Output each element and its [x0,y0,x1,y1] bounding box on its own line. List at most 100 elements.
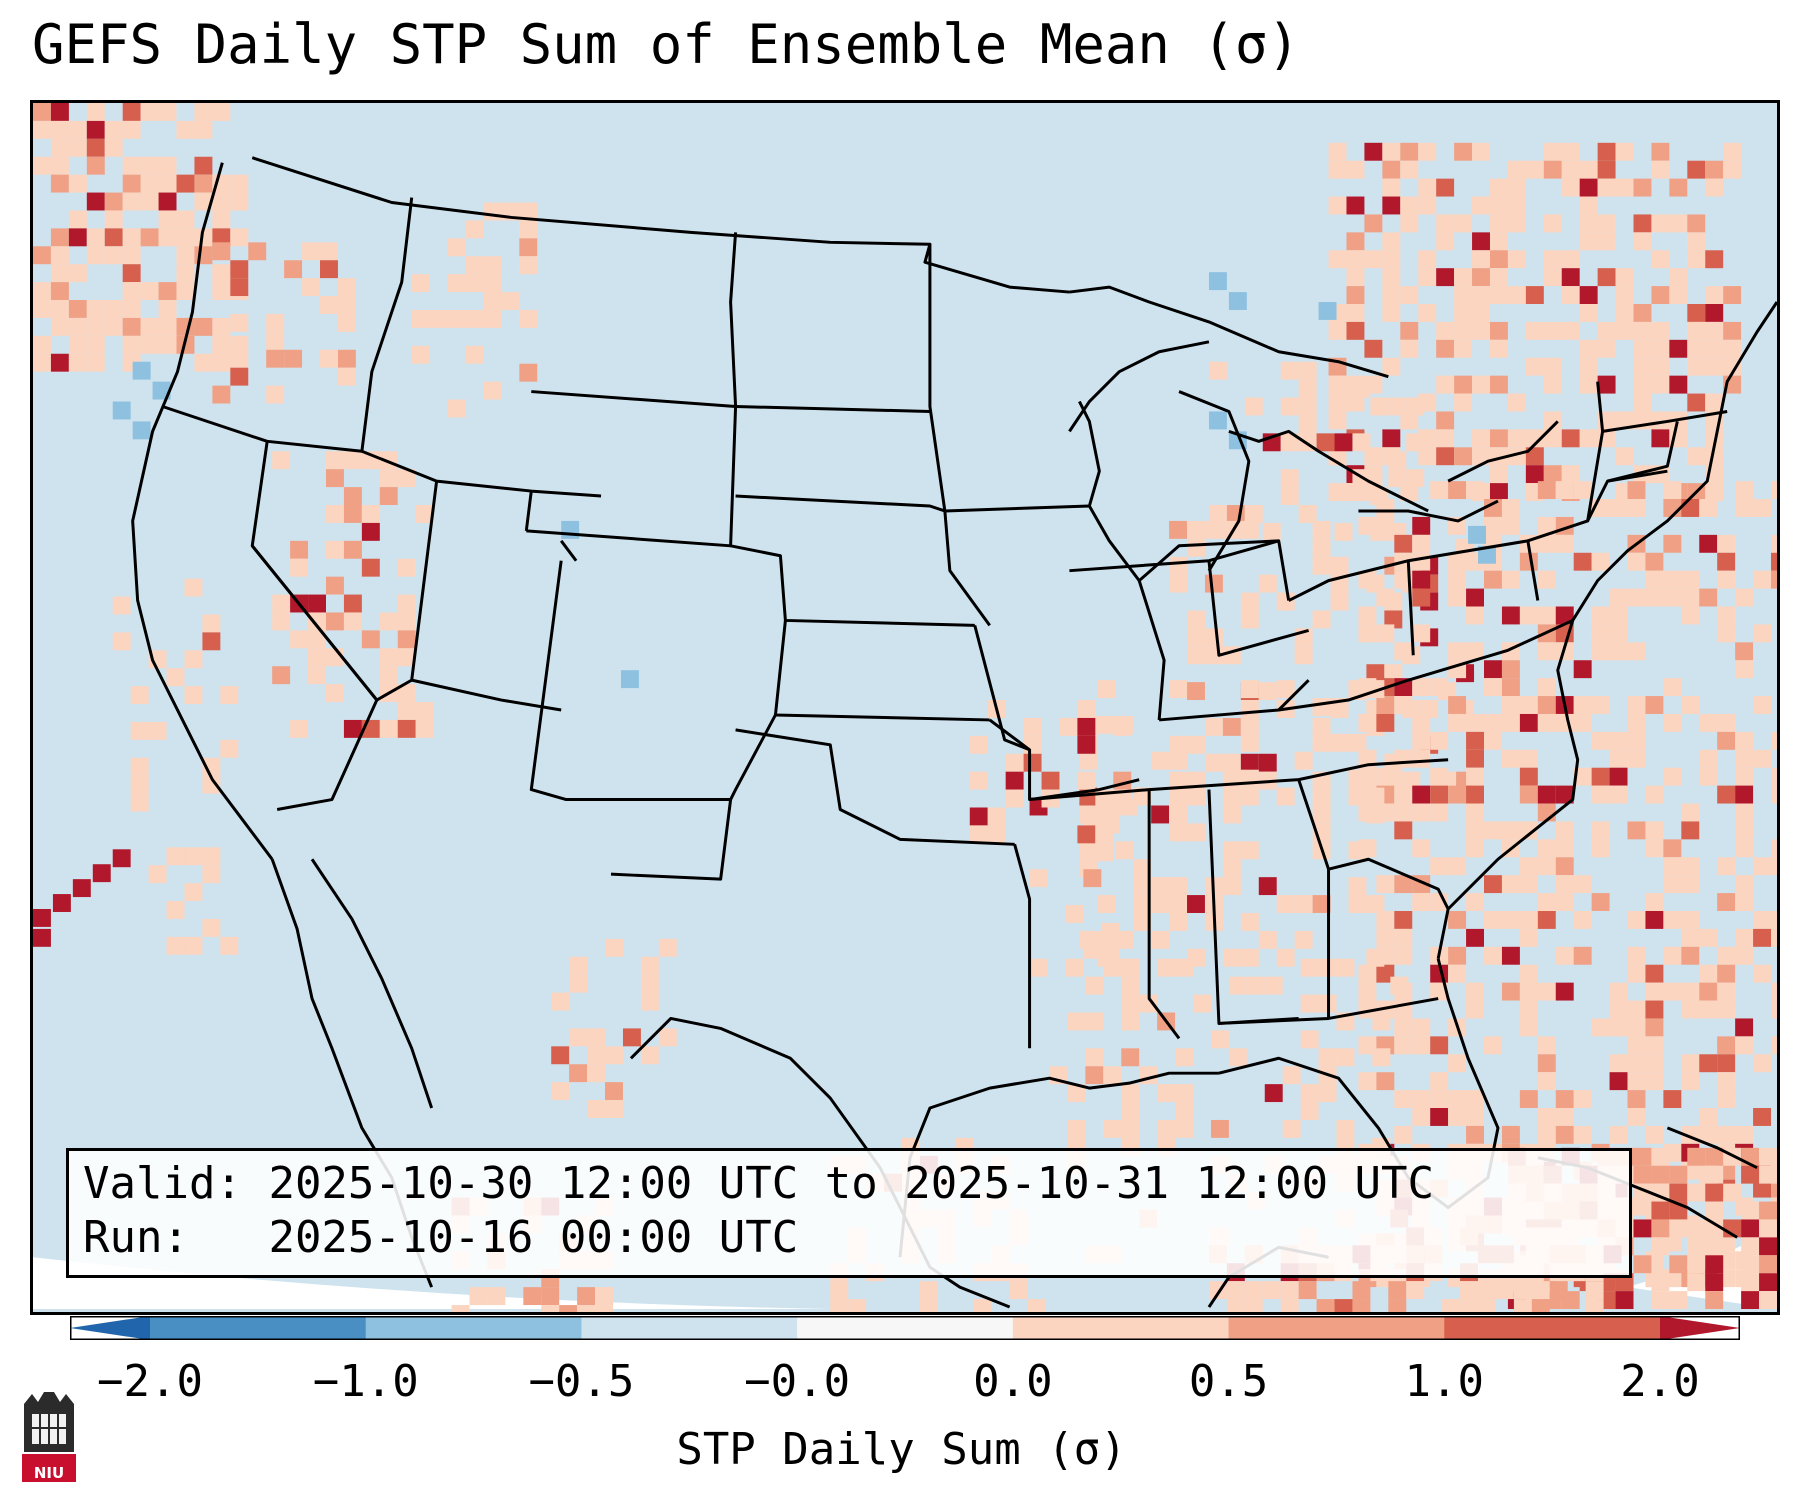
anomaly-cell [1609,767,1628,786]
anomaly-cell [1651,1291,1670,1310]
anomaly-cell [1394,1090,1413,1109]
anomaly-cell [1537,516,1556,535]
anomaly-cell [1663,588,1682,607]
anomaly-cell [1400,286,1419,305]
anomaly-cell [1400,321,1419,340]
anomaly-cell [1759,1273,1777,1292]
anomaly-cell [1645,696,1664,714]
anomaly-cell [1573,481,1592,500]
anomaly-cell [1663,678,1682,697]
anomaly-cell [1300,958,1319,977]
anomaly-cell [1222,877,1241,896]
anomaly-cell [1318,1048,1337,1067]
anomaly-cell [1336,1119,1355,1138]
anomaly-cell [1376,696,1395,714]
anomaly-cell [1352,1281,1371,1300]
anomaly-cell [1699,1125,1718,1144]
anomaly-cell [379,648,398,667]
anomaly-cell [1759,1165,1777,1184]
anomaly-cell [1352,1299,1371,1312]
anomaly-cell [1412,534,1431,553]
anomaly-cell [1501,749,1520,768]
anomaly-cell [561,520,580,539]
anomaly-cell [1627,1090,1646,1109]
anomaly-cell [104,228,123,247]
anomaly-cell [1555,857,1574,876]
anomaly-cell [577,1287,596,1306]
anomaly-cell [1597,178,1616,197]
anomaly-cell [1663,481,1682,500]
anomaly-cell [1699,767,1718,786]
anomaly-cell [122,246,141,265]
anomaly-cell [1519,1018,1538,1037]
anomaly-cell [1771,982,1777,1001]
anomaly-cell [1717,1125,1736,1144]
anomaly-cell [1633,214,1652,233]
anomaly-cell [1537,606,1556,625]
anomaly-cell [122,192,141,211]
anomaly-cell [1300,1030,1319,1049]
anomaly-cell [122,120,141,139]
anomaly-cell [1627,749,1646,768]
anomaly-cell [1537,1072,1556,1091]
anomaly-cell [1121,994,1140,1013]
anomaly-cell [1244,505,1263,523]
anomaly-cell [1579,232,1598,251]
anomaly-cell [1346,304,1365,322]
anomaly-cell [1681,588,1700,607]
anomaly-cell [1382,196,1401,215]
anomaly-cell [1759,1255,1777,1274]
anomaly-cell [1448,964,1467,983]
anomaly-cell [1615,411,1634,430]
anomaly-cell [1501,713,1520,732]
anomaly-cell [1430,481,1449,500]
anomaly-cell [343,505,362,523]
anomaly-cell [397,630,416,649]
anomaly-cell [1244,1299,1263,1312]
anomaly-cell [176,228,195,247]
anomaly-cell [1346,160,1365,179]
anomaly-cell [1151,895,1170,913]
anomaly-cell [1555,821,1574,840]
anomaly-cell [1633,1255,1652,1274]
anomaly-cell [1489,483,1508,502]
anomaly-cell [1669,1255,1688,1274]
anomaly-cell [1633,375,1652,394]
colorbar-segment [365,1316,582,1340]
anomaly-cell [152,381,171,400]
anomaly-cell [1418,304,1437,322]
anomaly-cell [1645,1054,1664,1073]
anomaly-cell [1430,1072,1449,1091]
anomaly-cell [551,1082,570,1101]
anomaly-cell [969,771,988,790]
anomaly-cell [272,594,291,613]
anomaly-cell [1384,610,1403,629]
anomaly-cell [1005,753,1024,772]
anomaly-cell [1633,393,1652,412]
anomaly-cell [1663,839,1682,858]
anomaly-cell [1687,232,1706,251]
anomaly-cell [1023,735,1042,754]
anomaly-cell [447,309,466,328]
anomaly-cell [1384,664,1403,683]
anomaly-cell [1300,994,1319,1013]
anomaly-cell [1525,429,1544,448]
anomaly-cell [1681,570,1700,589]
anomaly-cell [140,174,159,193]
anomaly-cell [1687,339,1706,358]
anomaly-cell [325,576,344,595]
anomaly-cell [415,505,434,523]
colorbar-tick-label: −2.0 [97,1356,203,1407]
anomaly-cell [325,540,344,559]
anomaly-cell [1501,982,1520,1001]
anomaly-cell [1627,731,1646,750]
anomaly-cell [1328,483,1347,502]
anomaly-cell [1300,1084,1319,1103]
anomaly-cell [1507,196,1526,215]
anomaly-cell [1723,286,1742,305]
anomaly-cell [465,274,484,293]
anomaly-cell [519,309,538,328]
anomaly-cell [1663,767,1682,786]
anomaly-cell [230,313,249,332]
anomaly-cell [1609,749,1628,768]
